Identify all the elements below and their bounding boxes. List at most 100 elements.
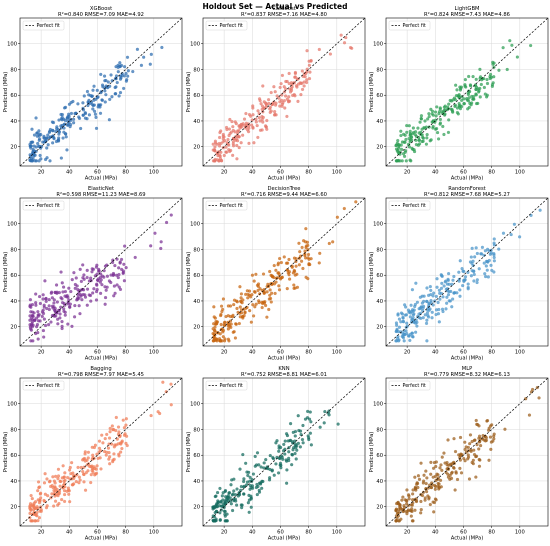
data-point [222, 153, 226, 158]
data-point [475, 251, 479, 256]
data-point [467, 477, 472, 481]
data-point [287, 273, 291, 277]
data-point [301, 423, 305, 428]
data-point [421, 306, 425, 310]
data-point [95, 464, 99, 468]
data-point [304, 256, 308, 260]
data-point [453, 104, 457, 108]
data-point [489, 447, 493, 451]
data-point [90, 94, 94, 99]
data-point [424, 481, 428, 486]
data-point [438, 122, 442, 126]
data-point [69, 123, 73, 127]
data-point [434, 498, 438, 502]
axes-frame [19, 377, 183, 527]
data-point [420, 139, 424, 144]
data-point [489, 440, 493, 444]
data-point [277, 96, 281, 100]
data-point [213, 506, 217, 510]
data-point [307, 63, 311, 67]
data-point [97, 439, 102, 443]
data-point [279, 277, 283, 281]
data-point [437, 112, 441, 116]
data-point [98, 111, 103, 115]
x-tick-label: 60 [94, 170, 101, 176]
data-point [91, 267, 95, 271]
data-point [42, 335, 46, 339]
data-point [156, 410, 160, 414]
data-point [279, 445, 283, 450]
data-point [142, 55, 146, 59]
x-tick-label: 40 [66, 350, 73, 356]
x-tick-label: 60 [94, 530, 101, 536]
y-axis-label: Predicted (MPa) [3, 72, 9, 113]
data-point [484, 275, 488, 279]
data-point [479, 82, 483, 87]
data-point [423, 496, 427, 500]
data-point [260, 114, 264, 119]
data-point [295, 272, 299, 276]
scatter-points [28, 380, 173, 523]
data-point [119, 450, 123, 454]
data-point [32, 318, 37, 322]
data-point [425, 136, 429, 140]
data-point [272, 275, 276, 280]
data-point [99, 72, 103, 76]
data-point [94, 472, 98, 476]
data-point [480, 245, 484, 249]
data-point [34, 145, 38, 149]
data-point [242, 314, 246, 318]
x-tick-label: 40 [249, 530, 256, 536]
data-point [254, 302, 258, 306]
data-point [462, 102, 466, 106]
data-point [485, 93, 489, 97]
x-tick-label: 100 [515, 170, 525, 176]
data-point [64, 132, 68, 136]
data-point [51, 128, 55, 132]
data-point [460, 267, 464, 271]
data-point [118, 91, 123, 95]
data-point [90, 445, 94, 449]
data-point [225, 512, 229, 516]
data-point [73, 286, 77, 290]
data-point [463, 84, 467, 88]
data-point [80, 298, 84, 302]
data-point [218, 486, 222, 490]
data-point [344, 36, 348, 40]
y-tick-label: 40 [193, 299, 200, 305]
data-point [254, 120, 258, 124]
y-tick-label: 60 [193, 93, 200, 99]
data-point [489, 263, 493, 267]
data-point [274, 103, 278, 107]
data-point [317, 47, 321, 52]
y-tick-label: 100 [190, 402, 200, 408]
data-point [277, 471, 281, 475]
data-point [67, 286, 71, 290]
x-tick-label: 60 [277, 170, 284, 176]
data-point [509, 233, 513, 237]
data-point [447, 118, 451, 122]
data-point [48, 159, 52, 163]
data-point [79, 126, 83, 131]
data-point [243, 311, 247, 315]
data-point [515, 55, 519, 59]
data-point [245, 480, 250, 484]
data-point [153, 231, 157, 235]
data-point [410, 331, 414, 335]
data-point [425, 286, 429, 290]
data-point [454, 83, 458, 87]
data-point [306, 434, 310, 438]
data-point [70, 324, 74, 328]
data-point [274, 462, 278, 466]
data-point [104, 296, 108, 300]
x-axis-label: Actual (MPa) [451, 176, 484, 182]
data-point [259, 102, 263, 106]
data-point [261, 84, 265, 88]
y-tick-label: 40 [376, 299, 383, 305]
data-point [241, 298, 245, 302]
data-point [231, 508, 235, 513]
data-point [427, 112, 431, 116]
data-point [76, 102, 80, 106]
data-point [223, 489, 228, 493]
data-point [255, 451, 260, 455]
